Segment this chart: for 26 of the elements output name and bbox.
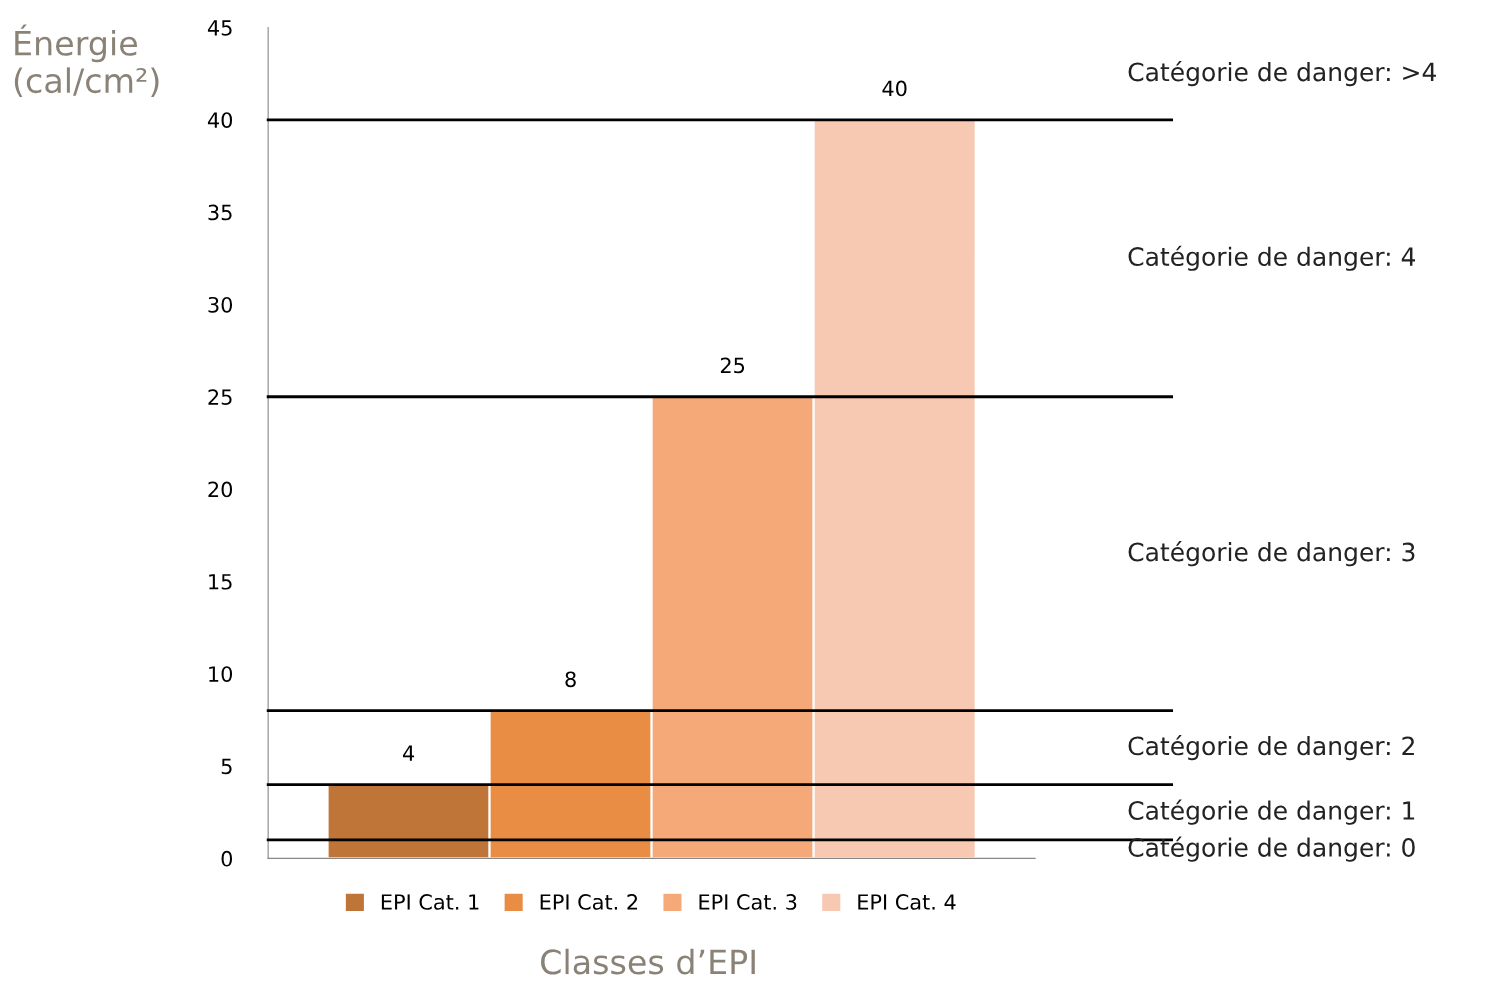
annotation: Catégorie de danger: 4 xyxy=(1128,245,1416,271)
y-tick-label: 20 xyxy=(208,481,233,498)
y-tick-label: 5 xyxy=(221,758,232,775)
y-tick-label: 40 xyxy=(207,112,233,128)
legend-label: EPI Cat. 1 xyxy=(381,894,479,910)
annotation: Catégorie de danger: 3 xyxy=(1128,541,1415,567)
data-label: 4 xyxy=(402,745,415,761)
annotation: Catégorie de danger: 1 xyxy=(1128,799,1415,825)
y-axis-title: Énergie (cal/cm²) xyxy=(14,24,159,98)
y-tick-label: 25 xyxy=(208,389,232,405)
annotation: Catégorie de danger: 0 xyxy=(1128,836,1415,862)
y-tick-label: 30 xyxy=(208,296,233,313)
legend-label: EPI Cat. 2 xyxy=(540,894,638,910)
annotation: Catégorie de danger: 2 xyxy=(1128,734,1414,761)
y-tick-label: 10 xyxy=(209,666,233,682)
legend-label: EPI Cat. 4 xyxy=(858,894,956,910)
data-label: 8 xyxy=(565,671,576,688)
x-axis-title: Classes d’EPI xyxy=(541,948,755,975)
y-tick-label: 15 xyxy=(209,574,232,590)
legend-label: EPI Cat. 3 xyxy=(699,894,797,910)
y-tick-label: 0 xyxy=(221,850,233,867)
data-label: 40 xyxy=(882,80,907,97)
data-label: 25 xyxy=(720,357,745,374)
annotation: Catégorie de danger: >4 xyxy=(1128,61,1436,87)
y-tick-label: 35 xyxy=(208,204,232,221)
y-tick-label: 45 xyxy=(207,20,232,36)
